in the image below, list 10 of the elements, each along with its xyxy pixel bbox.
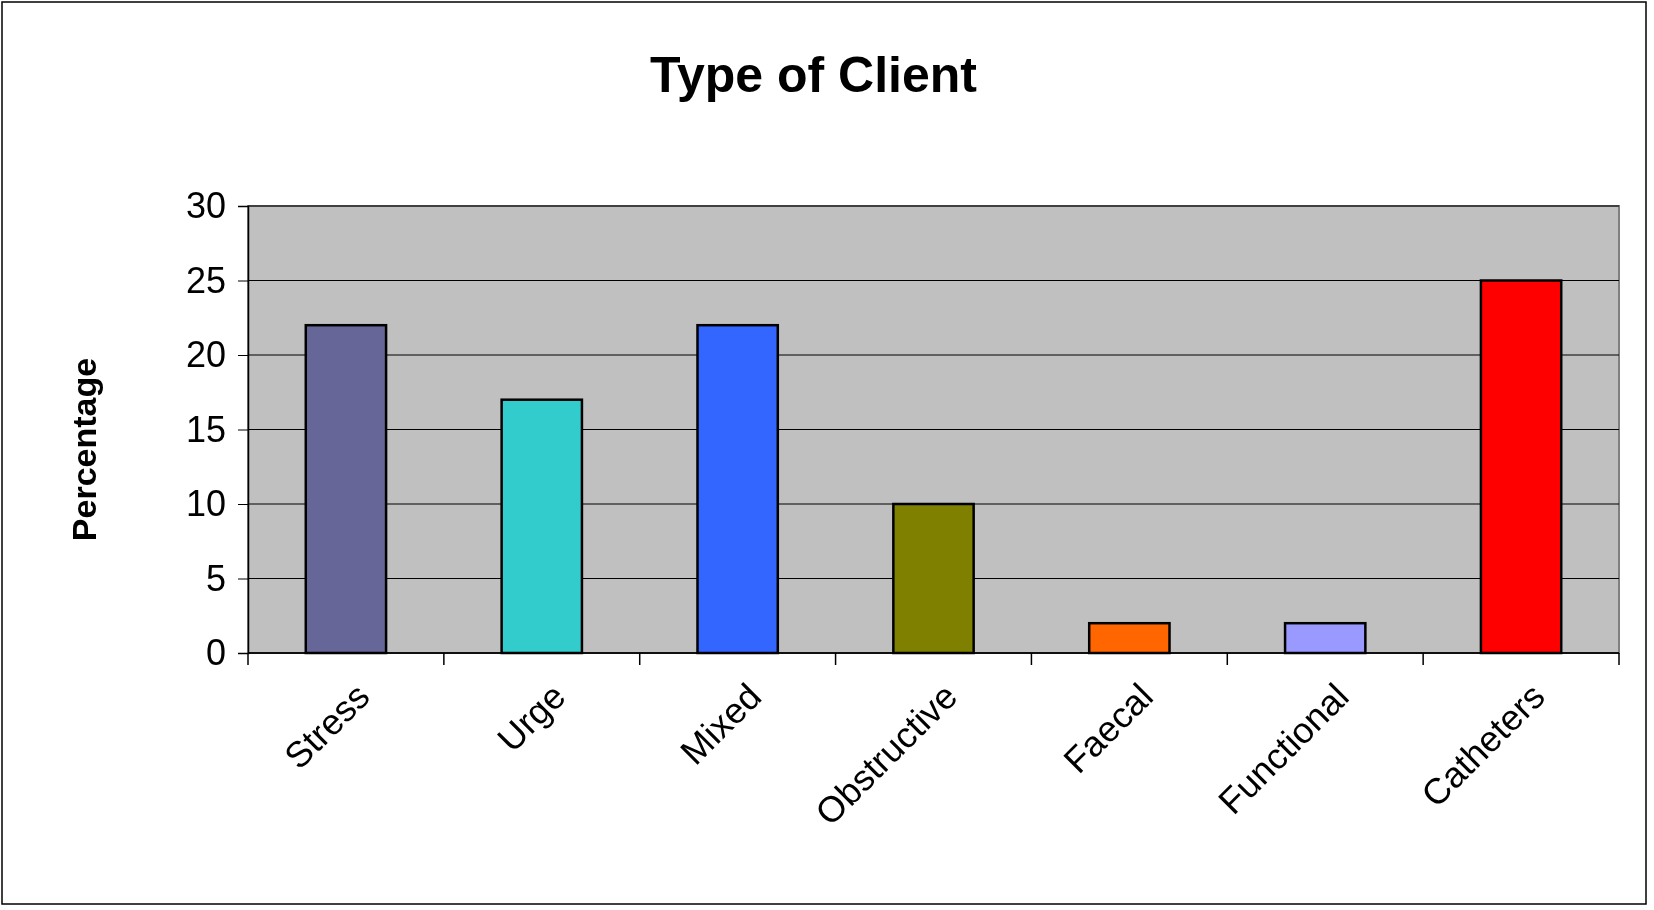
x-tick-label: Urge — [489, 675, 574, 760]
y-tick-label: 10 — [185, 483, 226, 525]
chart-title: Type of Client — [650, 47, 978, 103]
y-tick-label: 5 — [205, 557, 226, 599]
y-tick-label: 15 — [185, 408, 226, 450]
y-axis-title: Percentage — [65, 357, 103, 542]
y-tick-label: 0 — [205, 632, 226, 674]
y-tick-label: 20 — [185, 334, 226, 376]
y-tick-label: 25 — [185, 259, 226, 301]
y-tick-label: 30 — [185, 185, 226, 227]
